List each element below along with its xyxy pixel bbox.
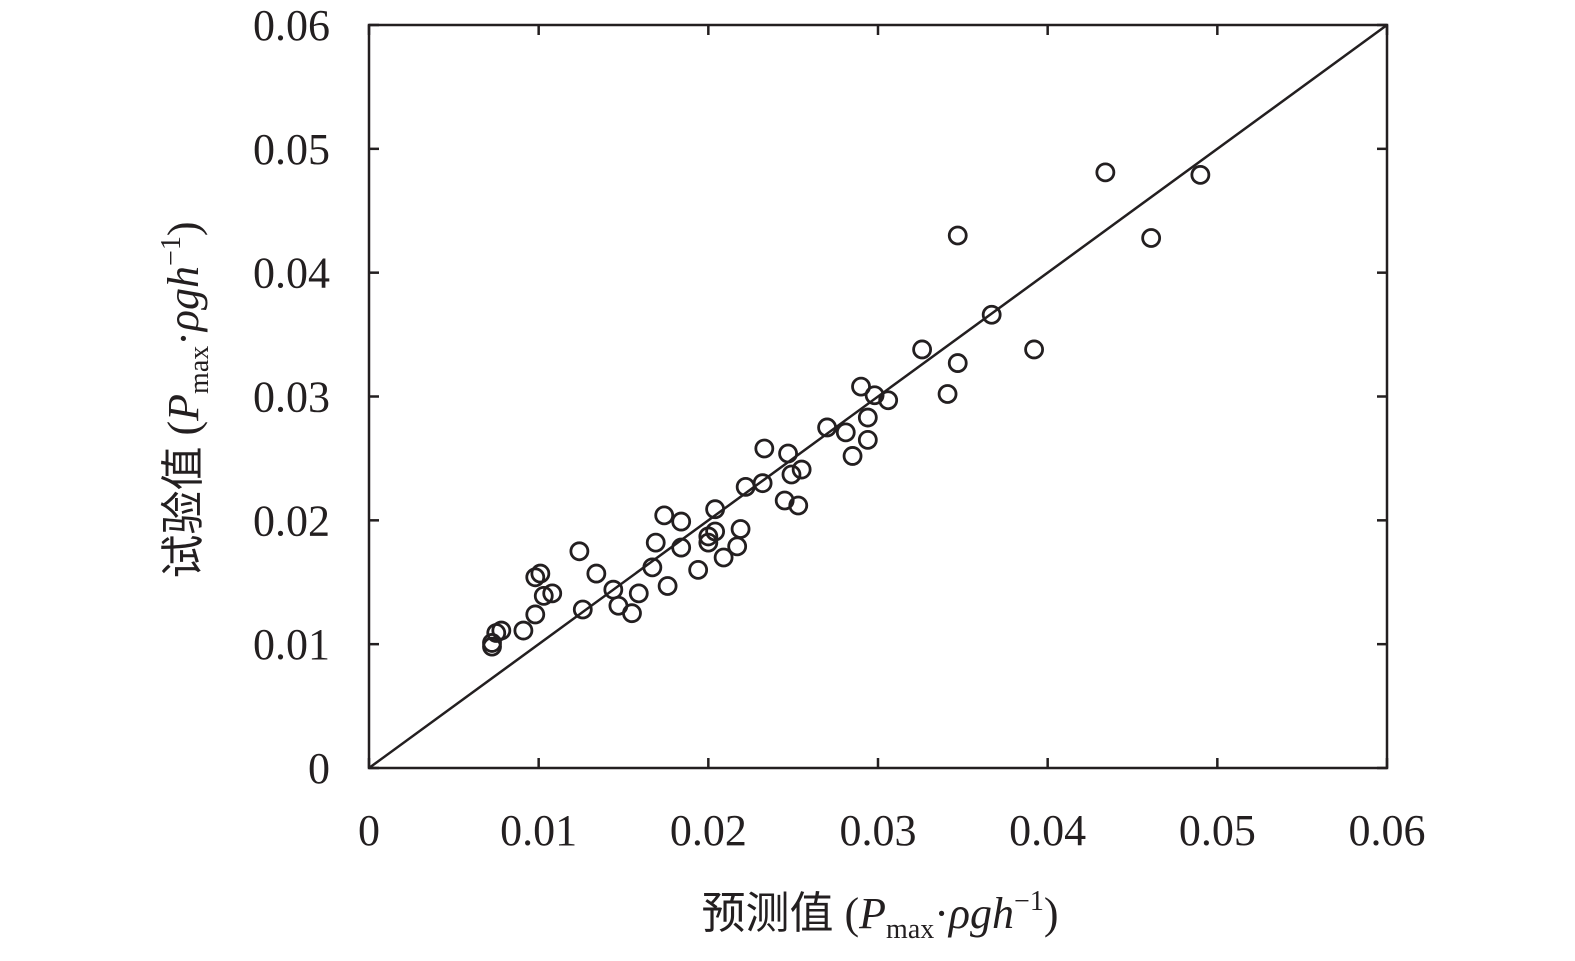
data-point xyxy=(912,339,933,360)
data-point xyxy=(730,519,751,539)
data-point xyxy=(878,390,899,411)
data-point xyxy=(542,583,563,604)
data-point xyxy=(1024,339,1044,360)
y-tick-label: 0.04 xyxy=(253,249,330,298)
data-point xyxy=(727,536,748,557)
x-tick-label: 0.04 xyxy=(1009,806,1086,855)
data-point xyxy=(482,633,502,653)
x-tick-label: 0.01 xyxy=(500,806,577,855)
y-axis-label: 试验值 (Pmax·ρgh−1) xyxy=(156,222,215,579)
data-point xyxy=(947,225,968,246)
x-tick-label: 0.05 xyxy=(1179,806,1256,855)
data-point xyxy=(645,532,666,553)
data-point xyxy=(705,521,726,542)
data-point xyxy=(788,495,809,516)
data-point xyxy=(525,567,546,588)
data-point xyxy=(981,304,1002,325)
data-point xyxy=(569,541,590,562)
data-point xyxy=(851,376,871,397)
data-point xyxy=(705,499,726,520)
data-point xyxy=(642,557,663,578)
data-point xyxy=(842,446,863,466)
x-axis-label: 预测值 (Pmax·ρgh−1) xyxy=(702,886,1059,945)
data-point xyxy=(713,547,734,568)
reference-line-y-equals-x xyxy=(368,23,1388,770)
y-tick-label: 0.01 xyxy=(253,620,330,669)
data-point xyxy=(864,385,885,406)
data-point xyxy=(622,603,642,624)
data-point xyxy=(754,438,775,459)
data-point xyxy=(947,353,968,373)
data-point xyxy=(628,583,649,604)
data-point xyxy=(513,620,534,641)
data-point xyxy=(1141,228,1162,248)
data-point xyxy=(937,384,958,404)
y-tick-label: 0 xyxy=(308,744,330,793)
x-tick-label: 0.02 xyxy=(670,806,747,855)
data-point xyxy=(774,490,795,511)
y-tick-label: 0.03 xyxy=(253,373,330,422)
data-point xyxy=(1190,164,1211,185)
data-point xyxy=(657,576,678,596)
data-point xyxy=(586,563,607,584)
y-tick-label: 0.05 xyxy=(253,125,330,174)
data-point xyxy=(671,511,692,532)
data-point xyxy=(835,422,856,443)
data-point xyxy=(817,417,837,438)
data-point xyxy=(781,464,802,485)
data-point xyxy=(857,429,878,450)
data-point xyxy=(778,443,798,464)
data-point xyxy=(791,459,812,480)
x-tick-label: 0.06 xyxy=(1349,806,1426,855)
data-point xyxy=(533,585,554,606)
data-point xyxy=(857,407,878,428)
data-point xyxy=(654,505,675,526)
y-tick-label: 0.02 xyxy=(253,496,330,545)
y-tick-label: 0.06 xyxy=(253,1,330,50)
data-point xyxy=(1095,162,1116,183)
x-tick-label: 0.03 xyxy=(840,806,917,855)
data-point xyxy=(688,559,709,580)
data-point xyxy=(525,604,546,625)
data-point xyxy=(530,563,551,584)
data-point xyxy=(752,473,773,494)
x-tick-label: 0 xyxy=(358,806,380,855)
data-point xyxy=(491,620,512,641)
data-point xyxy=(671,537,692,558)
data-point xyxy=(572,599,593,620)
